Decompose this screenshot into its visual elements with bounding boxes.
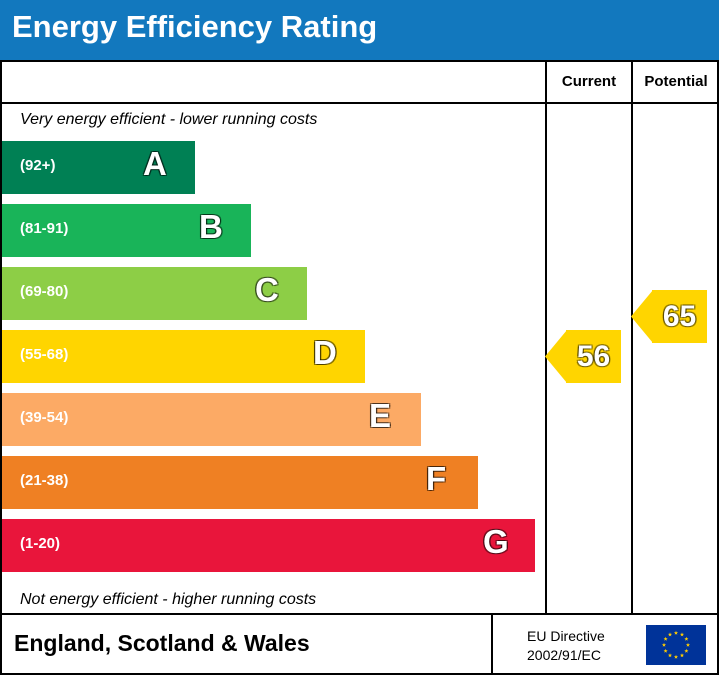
band-letter-e: E [369,397,392,434]
chart-footer: England, Scotland & Wales EU Directive 2… [0,613,719,675]
column-header-current: Current [561,73,617,90]
band-range-b: (81-91) [20,220,69,237]
column-divider-potential [631,62,633,613]
band-bar-a: (92+) A [2,141,195,194]
band-range-e: (39-54) [20,409,69,426]
rating-pointer-current: 56 [545,330,621,383]
band-bar-e: (39-54) E [2,393,421,446]
band-bar-f: (21-38) F [2,456,478,509]
band-bar-d: (55-68) D [2,330,365,383]
band-range-g: (1-20) [20,535,61,552]
band-bar-c: (69-80) C [2,267,307,320]
band-letter-b: B [199,208,223,245]
rating-pointer-body-potential [652,290,707,343]
footer-divider [491,615,493,673]
page-title: Energy Efficiency Rating [12,9,378,44]
band-letter-a: A [143,145,167,182]
column-divider-current [545,62,547,613]
band-letter-g: G [483,523,509,560]
band-range-c: (69-80) [20,283,69,300]
band-bar-g: (1-20) G [2,519,535,572]
header-divider [2,102,717,104]
eu-directive-line2: 2002/91/EC [527,647,601,663]
band-range-a: (92+) [20,157,56,174]
rating-value-potential: 65 [662,300,697,333]
band-range-f: (21-38) [20,472,69,489]
band-letter-d: D [313,334,337,371]
rating-value-current: 56 [576,340,611,373]
eu-flag-icon [646,625,706,665]
band-bars: (92+) A (81-91) B (69-80) C (55-68) D (39-54) E (2… [2,141,543,582]
band-range-d: (55-68) [20,346,69,363]
eu-directive-line1: EU Directive [527,628,605,644]
column-header-potential: Potential [644,73,708,90]
chart-header: Energy Efficiency Rating [0,0,719,60]
caption-bottom: Not energy efficient - higher running co… [20,591,317,608]
band-bar-b: (81-91) B [2,204,251,257]
chart-body: Current Potential Very energy efficient … [0,60,719,615]
caption-top: Very energy efficient - lower running co… [20,111,318,128]
band-letter-c: C [255,271,279,308]
band-letter-f: F [426,460,447,497]
rating-pointer-potential: 65 [631,290,707,343]
rating-pointer-body-current [566,330,621,383]
eu-directive: EU Directive 2002/91/EC [527,627,605,665]
region-label: England, Scotland & Wales [14,630,310,656]
